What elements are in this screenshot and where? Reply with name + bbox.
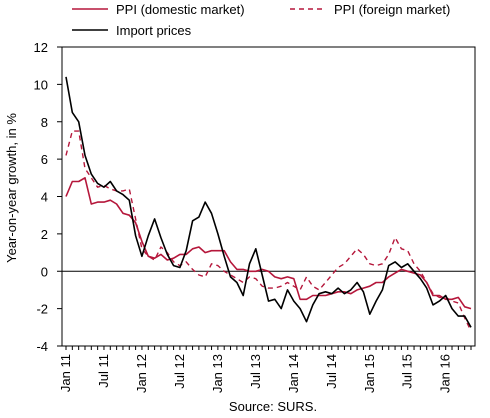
x-tick-label: Jul 14 xyxy=(324,354,339,389)
plot-area xyxy=(61,46,476,347)
y-tick-label: 6 xyxy=(41,152,48,167)
y-tick-label: 12 xyxy=(34,40,48,55)
y-tick-label: -2 xyxy=(36,302,48,317)
legend-label: PPI (foreign market) xyxy=(334,2,450,17)
y-tick-label: 8 xyxy=(41,115,48,130)
x-tick-label: Jan 14 xyxy=(286,354,301,393)
y-tick-label: 0 xyxy=(41,264,48,279)
y-tick-label: 2 xyxy=(41,227,48,242)
y-tick-label: -4 xyxy=(36,339,48,354)
legend-label: Import prices xyxy=(116,23,192,38)
x-tick-label: Jul 13 xyxy=(248,354,263,389)
x-tick-label: Jan 13 xyxy=(210,354,225,393)
x-tick-label: Jul 11 xyxy=(96,354,111,388)
x-tick-label: Jan 11 xyxy=(58,354,73,392)
x-tick-label: Jan 12 xyxy=(134,354,149,393)
y-tick-label: 10 xyxy=(34,77,48,92)
x-tick-label: Jan 16 xyxy=(438,354,453,393)
x-tick-label: Jul 15 xyxy=(400,354,415,389)
source-note: Source: SURS. xyxy=(229,399,317,414)
x-tick-label: Jul 12 xyxy=(172,354,187,389)
y-tick-label: 4 xyxy=(41,190,48,205)
y-axis: -4 -2 0 2 4 6 8 10 12 xyxy=(34,40,62,354)
x-axis: Jan 11 Jul 11 Jan 12 Jul 12 Jan 13 Jul 13 Jan … xyxy=(58,346,472,393)
x-tick-label: Jan 15 xyxy=(362,354,377,393)
legend-label: PPI (domestic market) xyxy=(116,2,245,17)
legend: PPI (domestic market) PPI (foreign market… xyxy=(72,2,450,38)
y-axis-label: Year-on-year growth, in % xyxy=(4,113,19,263)
series-line-3 xyxy=(65,76,472,328)
series-line-2 xyxy=(65,130,472,332)
